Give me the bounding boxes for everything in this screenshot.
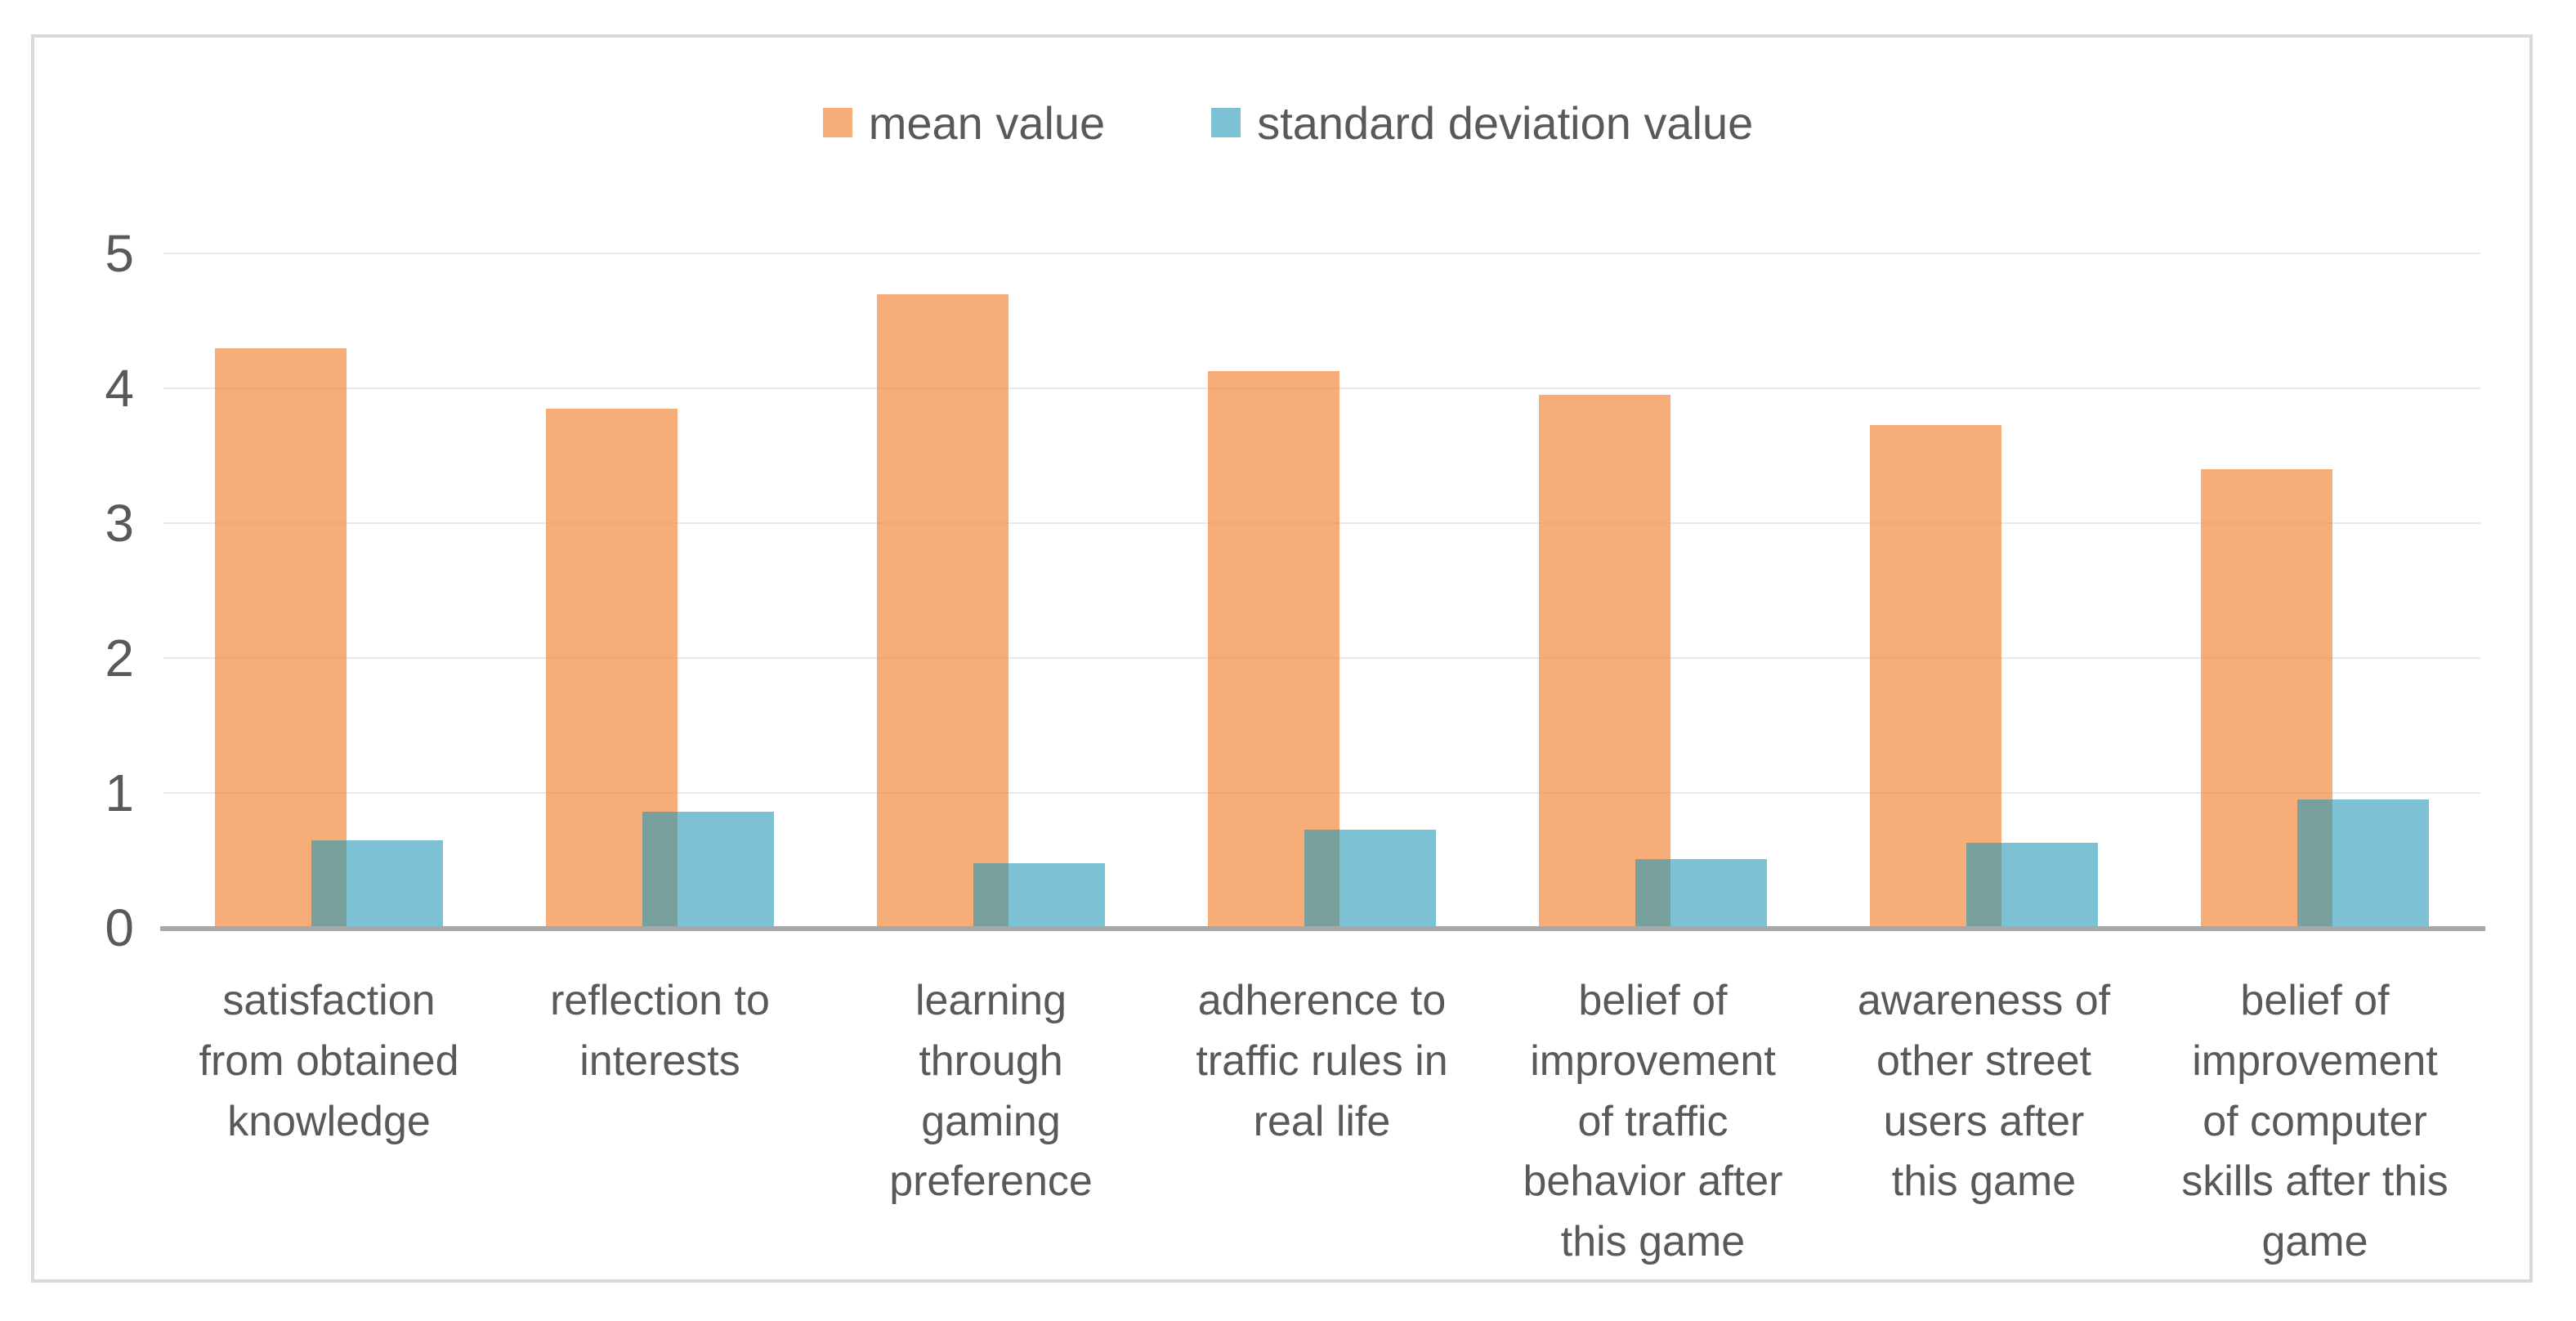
x-axis-category-labels: satisfaction from obtained knowledge refl… xyxy=(163,971,2480,1273)
x-category-label-6: awareness of other street users after th… xyxy=(1857,977,2111,1206)
legend-item-mean: mean value xyxy=(822,96,1106,150)
chart-legend: mean value standard deviation value xyxy=(0,82,2576,163)
gridline-y5 xyxy=(163,253,2480,254)
bar-sd-4 xyxy=(1304,829,1436,928)
bar-group-1 xyxy=(163,253,494,928)
y-tick-label-5: 5 xyxy=(105,224,134,283)
bar-sd-6 xyxy=(1966,843,2098,928)
plot-area xyxy=(160,253,2485,931)
bar-group-4 xyxy=(1156,253,1487,928)
x-axis-line xyxy=(160,926,2485,931)
y-tick-label-4: 4 xyxy=(105,359,134,418)
legend-swatch-mean-icon xyxy=(822,108,852,137)
y-axis-tick-labels: 0 1 2 3 4 5 xyxy=(38,227,134,954)
x-category-label-2: reflection to interests xyxy=(550,977,770,1085)
x-category-label-5: belief of improvement of traffic behavio… xyxy=(1523,977,1783,1266)
y-tick-label-2: 2 xyxy=(105,629,134,687)
x-category-label-3: learning through gaming preference xyxy=(889,977,1093,1206)
legend-swatch-sd-icon xyxy=(1211,108,1241,137)
bar-mean-5 xyxy=(1539,395,1670,928)
legend-item-sd: standard deviation value xyxy=(1211,96,1753,150)
bar-sd-2 xyxy=(642,812,774,928)
x-category-label-4: adherence to traffic rules in real life xyxy=(1196,977,1448,1145)
legend-label-mean: mean value xyxy=(868,96,1106,149)
bar-group-5 xyxy=(1487,253,1818,928)
y-tick-label-1: 1 xyxy=(105,763,134,822)
bar-sd-5 xyxy=(1635,858,1767,928)
bar-group-2 xyxy=(494,253,825,928)
legend-label-sd: standard deviation value xyxy=(1257,96,1754,149)
bar-mean-3 xyxy=(877,293,1008,928)
bar-sd-3 xyxy=(973,862,1105,928)
bar-group-7 xyxy=(2149,253,2480,928)
y-tick-label-0: 0 xyxy=(105,898,134,957)
bar-groups xyxy=(163,253,2480,928)
bar-group-6 xyxy=(1818,253,2149,928)
y-tick-label-3: 3 xyxy=(105,494,134,553)
x-category-label-7: belief of improvement of computer skills… xyxy=(2181,977,2449,1266)
bar-mean-1 xyxy=(215,347,347,928)
x-category-label-1: satisfaction from obtained knowledge xyxy=(199,977,459,1145)
bar-group-3 xyxy=(825,253,1156,928)
bar-sd-1 xyxy=(311,840,443,928)
bar-sd-7 xyxy=(2297,799,2429,928)
